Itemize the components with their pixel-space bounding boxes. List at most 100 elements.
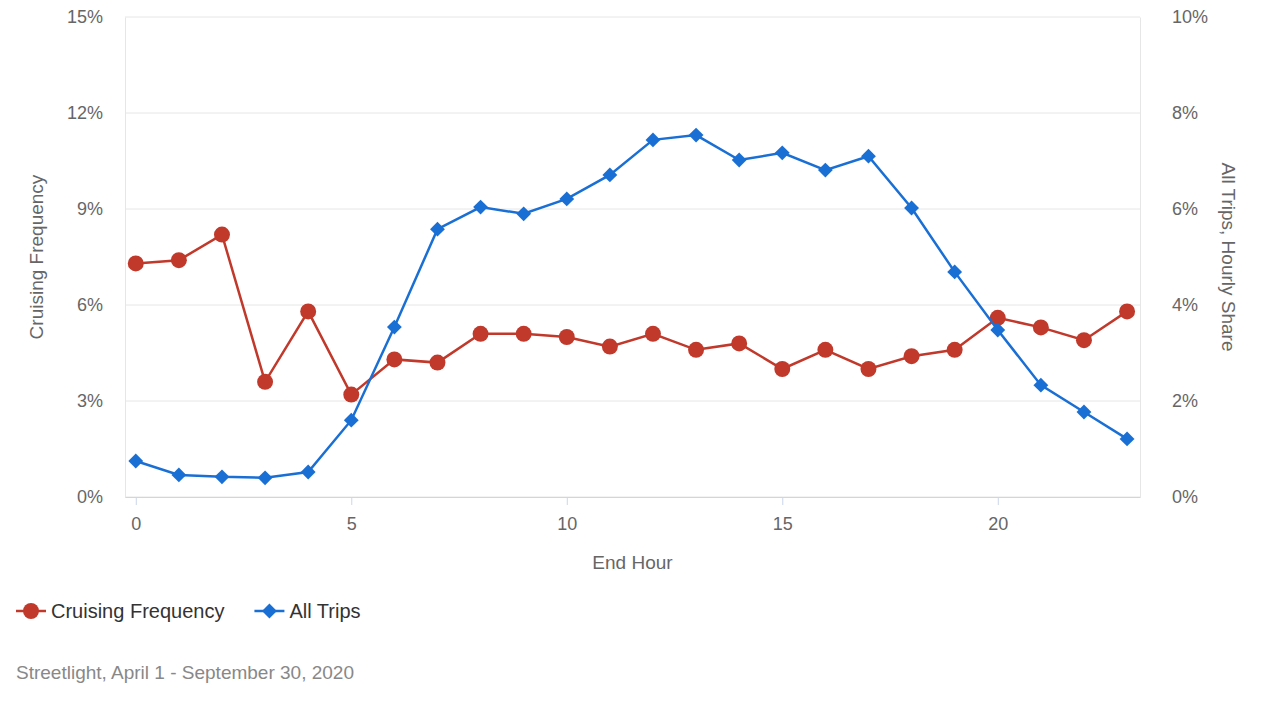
marker [473,326,489,342]
plot-area [128,128,1135,486]
marker [343,387,359,403]
tick-mark [136,497,137,505]
marker [904,348,920,364]
y2-axis: 0%2%4%6%8%10% [1140,7,1208,507]
y-axis: 0% 3% 6% 9% 12% 15% [67,7,126,507]
grid-line [125,497,1140,498]
tick-label: 3% [77,391,103,411]
marker [300,303,316,319]
marker [990,323,1005,338]
marker [1076,332,1092,348]
marker [171,468,186,483]
line [136,235,1127,395]
marker [257,374,273,390]
tick: 15% [67,7,125,27]
marker [430,222,445,237]
marker [731,335,747,351]
tick: 2% [1140,391,1198,411]
marker [301,465,316,480]
tick: 8% [1140,103,1198,123]
tick: 12% [67,103,125,123]
marker [429,355,445,371]
tick: 0 [131,497,141,534]
tick: 5 [347,497,357,534]
marker [1033,319,1049,335]
tick: 0% [77,487,125,507]
marker [645,326,661,342]
marker [947,264,962,279]
legend-item: Cruising Frequency [16,600,224,622]
marker [904,201,919,216]
tick-label: 10 [557,514,577,534]
grid-line [125,209,1140,210]
tick: 6% [77,295,125,315]
y2-axis-line [1140,18,1141,498]
tick-label: 15% [67,7,103,27]
grid [125,17,1140,497]
legend: Cruising Frequency All Trips [16,600,361,622]
tick-mark [567,497,568,505]
grid-line [125,401,1140,402]
tick-mark [351,497,352,505]
marker [516,206,531,221]
tick-label: 8% [1172,103,1198,123]
marker [602,339,618,355]
axis-title: End Hour [592,552,673,573]
marker [386,351,402,367]
marker [689,128,704,143]
tick-label: 10% [1172,7,1208,27]
tick-mark [782,497,783,505]
marker [1033,378,1048,393]
tick-label: 0 [131,514,141,534]
marker [344,413,359,428]
x-axis: 0 5 10 15 20 [126,497,1141,534]
tick-label: 9% [77,199,103,219]
legend-label: All Trips [289,600,360,622]
series [128,227,1135,403]
marker [128,454,143,469]
tick: 15 [773,497,793,534]
marker [860,361,876,377]
axis-title: Cruising Frequency [26,174,47,339]
marker [947,342,963,358]
tick: 6% [1140,199,1198,219]
series [128,128,1134,486]
tick: 0% [1140,487,1198,507]
grid-line [125,305,1140,306]
tick-label: 5 [347,514,357,534]
grid-line [125,17,1140,18]
marker [559,192,574,207]
marker [559,329,575,345]
y-axis-line [125,18,126,498]
marker [646,132,661,147]
marker [774,361,790,377]
legend-label: Cruising Frequency [51,600,224,622]
grid-line [125,113,1140,114]
marker [818,163,833,178]
marker [861,149,876,164]
marker [1120,432,1135,447]
marker [473,200,488,215]
tick: 10% [1140,7,1208,27]
tick-label: 6% [1172,199,1198,219]
tick-label: 6% [77,295,103,315]
tick-label: 20 [988,514,1008,534]
tick-label: 2% [1172,391,1198,411]
chart: 0%3%6%9%12%15%0%2%4%6%8%10%Cruising Freq… [0,0,1266,712]
marker [516,326,532,342]
marker [128,255,144,271]
tick: 9% [77,199,125,219]
axis-title: All Trips, Hourly Share [1218,162,1239,351]
marker [817,342,833,358]
legend-marker [23,603,39,619]
tick-label: 0% [1172,487,1198,507]
marker [215,469,230,484]
marker [732,153,747,168]
tick-label: 0% [77,487,103,507]
legend-marker [262,604,277,619]
marker [1119,303,1135,319]
tick-label: 15 [773,514,793,534]
marker [171,252,187,268]
marker [775,145,790,160]
tick-label: 12% [67,103,103,123]
